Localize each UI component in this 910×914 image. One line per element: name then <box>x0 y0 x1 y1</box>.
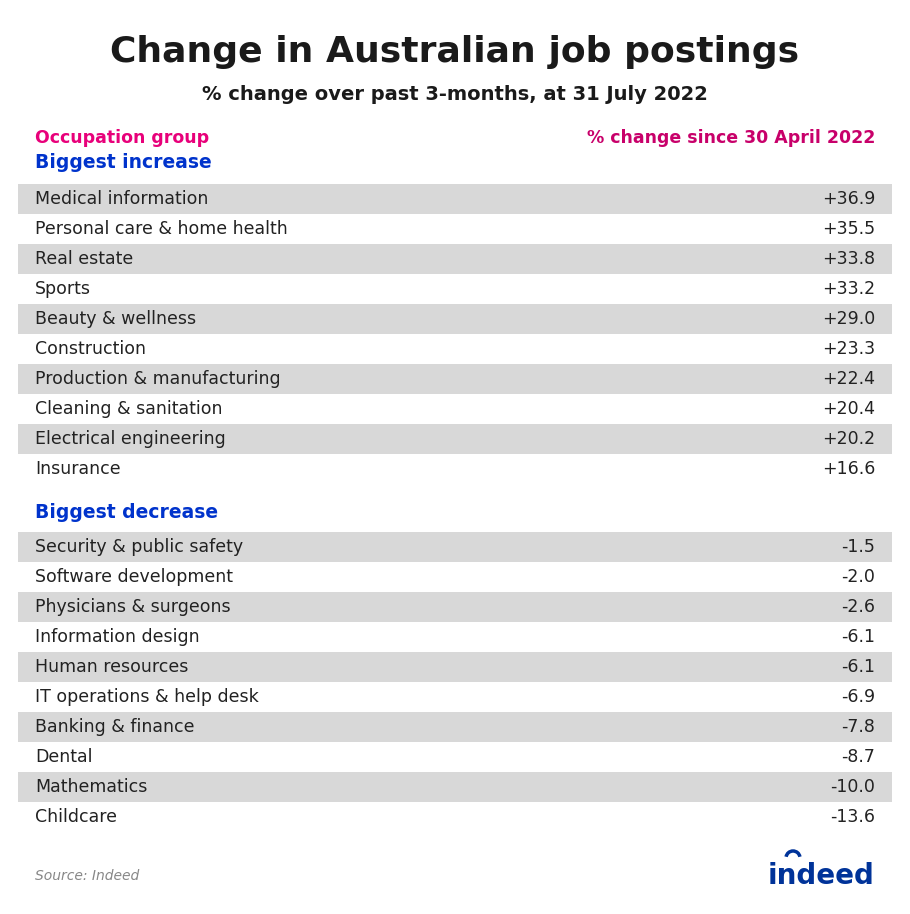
Bar <box>18 652 892 682</box>
Text: +16.6: +16.6 <box>822 460 875 478</box>
Text: -2.6: -2.6 <box>841 598 875 616</box>
Text: +20.2: +20.2 <box>822 430 875 448</box>
Bar <box>18 592 892 622</box>
Text: % change over past 3-months, at 31 July 2022: % change over past 3-months, at 31 July … <box>202 86 708 104</box>
Text: Dental: Dental <box>35 748 93 766</box>
Text: Source: Indeed: Source: Indeed <box>35 869 139 883</box>
Text: -10.0: -10.0 <box>830 778 875 796</box>
Text: +33.8: +33.8 <box>822 250 875 268</box>
Text: Security & public safety: Security & public safety <box>35 538 243 556</box>
Text: Banking & finance: Banking & finance <box>35 718 195 736</box>
Text: Occupation group: Occupation group <box>35 129 209 147</box>
Text: Insurance: Insurance <box>35 460 121 478</box>
Text: -2.0: -2.0 <box>841 568 875 586</box>
Text: Mathematics: Mathematics <box>35 778 147 796</box>
Text: -7.8: -7.8 <box>841 718 875 736</box>
Text: +29.0: +29.0 <box>822 310 875 328</box>
Bar <box>18 364 892 394</box>
Text: Electrical engineering: Electrical engineering <box>35 430 226 448</box>
Text: Cleaning & sanitation: Cleaning & sanitation <box>35 400 223 418</box>
Text: Information design: Information design <box>35 628 199 646</box>
Bar <box>18 184 892 214</box>
Text: -8.7: -8.7 <box>841 748 875 766</box>
Text: Software development: Software development <box>35 568 233 586</box>
Text: Production & manufacturing: Production & manufacturing <box>35 370 280 388</box>
Text: +33.2: +33.2 <box>822 280 875 298</box>
Text: Biggest increase: Biggest increase <box>35 153 212 172</box>
Text: -13.6: -13.6 <box>830 808 875 826</box>
Bar <box>18 304 892 334</box>
Text: +23.3: +23.3 <box>822 340 875 358</box>
Text: Childcare: Childcare <box>35 808 117 826</box>
Text: -6.1: -6.1 <box>841 658 875 676</box>
Bar <box>18 532 892 562</box>
Bar <box>18 424 892 454</box>
Text: Change in Australian job postings: Change in Australian job postings <box>110 35 800 69</box>
Bar <box>18 772 892 802</box>
Text: -6.1: -6.1 <box>841 628 875 646</box>
Text: Medical information: Medical information <box>35 190 208 208</box>
Text: Beauty & wellness: Beauty & wellness <box>35 310 197 328</box>
Text: indeed: indeed <box>768 862 875 890</box>
Text: Human resources: Human resources <box>35 658 188 676</box>
Text: Physicians & surgeons: Physicians & surgeons <box>35 598 230 616</box>
Text: +22.4: +22.4 <box>822 370 875 388</box>
Text: +35.5: +35.5 <box>822 220 875 238</box>
Text: -1.5: -1.5 <box>841 538 875 556</box>
Text: Real estate: Real estate <box>35 250 133 268</box>
Text: Sports: Sports <box>35 280 91 298</box>
Text: +20.4: +20.4 <box>822 400 875 418</box>
Text: % change since 30 April 2022: % change since 30 April 2022 <box>587 129 875 147</box>
Text: Personal care & home health: Personal care & home health <box>35 220 288 238</box>
Bar <box>18 244 892 274</box>
Text: +36.9: +36.9 <box>822 190 875 208</box>
Text: IT operations & help desk: IT operations & help desk <box>35 688 258 706</box>
Bar <box>18 712 892 742</box>
Text: Biggest decrease: Biggest decrease <box>35 503 218 522</box>
Text: -6.9: -6.9 <box>841 688 875 706</box>
Text: Construction: Construction <box>35 340 146 358</box>
